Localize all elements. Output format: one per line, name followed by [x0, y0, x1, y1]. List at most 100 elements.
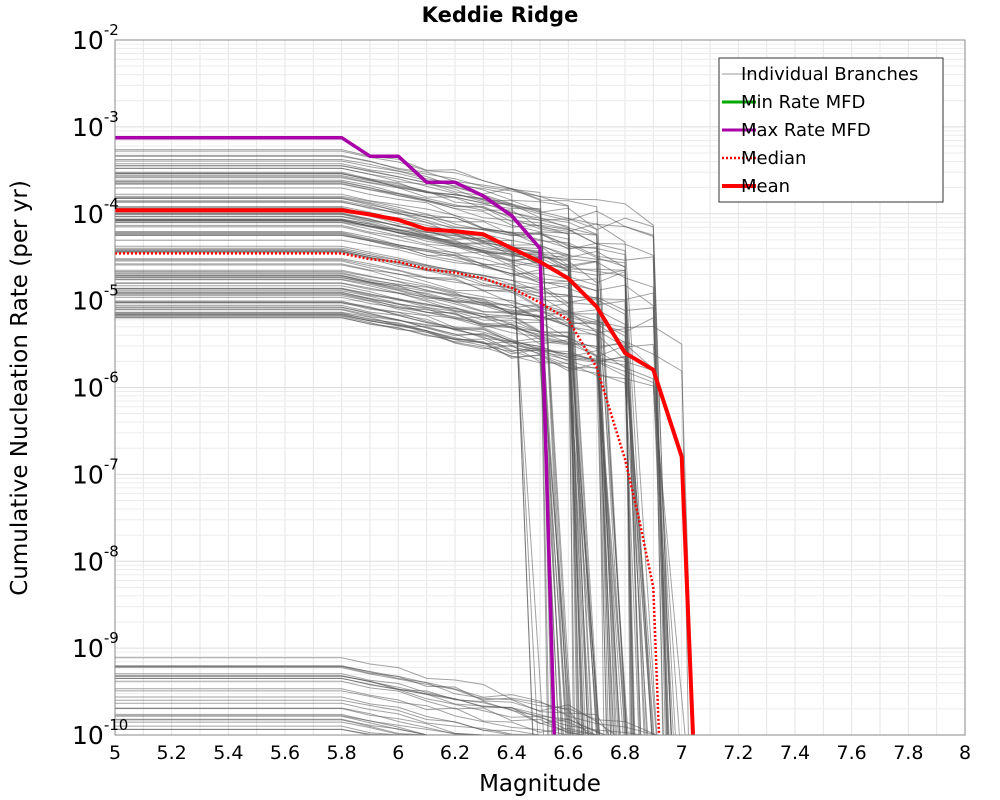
- branch-line: [115, 315, 635, 736]
- branch-line: [115, 154, 589, 736]
- branch-line: [115, 149, 668, 736]
- branch-line: [115, 201, 589, 736]
- y-tick-label: 10-6: [72, 369, 119, 403]
- branch-line: [115, 215, 597, 736]
- x-tick-label: 7.2: [723, 742, 753, 764]
- x-tick-label: 5.2: [157, 742, 187, 764]
- x-tick-label: 7.6: [837, 742, 867, 764]
- branch-line: [115, 291, 589, 736]
- series-line-median: [115, 252, 661, 736]
- branch-line: [115, 150, 567, 736]
- y-tick-label: 10-9: [72, 629, 119, 663]
- branch-line: [115, 197, 666, 736]
- branch-line: [115, 183, 631, 736]
- branch-line: [115, 165, 667, 736]
- x-tick-label: 5.6: [270, 742, 300, 764]
- branch-line: [115, 288, 560, 736]
- branch-line: [115, 680, 587, 736]
- x-tick-label: 6.8: [610, 742, 640, 764]
- x-ticks: 5 5.2 5.4 5.6 5.8 6 6.2 6.4 6.6 6.8 7 7.2 7.4 7.6 7.8 8: [109, 742, 971, 764]
- x-tick-label: 6.6: [553, 742, 583, 764]
- branch-line: [115, 219, 642, 736]
- branch-line: [115, 195, 632, 736]
- legend-box: [718, 57, 944, 203]
- branch-line: [115, 312, 674, 736]
- branch-line: [115, 234, 557, 736]
- y-axis-label: Cumulative Nucleation Rate (per yr): [7, 180, 33, 596]
- branch-line: [115, 221, 641, 736]
- x-tick-label: 6.2: [440, 742, 470, 764]
- branch-line: [115, 220, 580, 736]
- series-line-mean: [115, 208, 695, 736]
- branch-line: [115, 187, 609, 736]
- branch-line: [115, 309, 672, 736]
- branch-line: [115, 677, 584, 736]
- branch-line: [115, 302, 584, 736]
- branch-line: [115, 245, 586, 736]
- branch-line: [115, 171, 573, 736]
- x-tick-label: 5.8: [327, 742, 357, 764]
- branch-line: [115, 311, 599, 736]
- branch-line: [115, 275, 635, 736]
- branch-line: [115, 315, 564, 736]
- branch-line: [115, 688, 606, 736]
- branch-line: [115, 173, 579, 736]
- y-tick-label: 10-4: [72, 195, 119, 229]
- branch-line: [115, 673, 597, 736]
- branch-line: [115, 301, 624, 736]
- branch-line: [115, 260, 636, 736]
- branch-line: [115, 224, 581, 736]
- y-tick-label: 10-7: [72, 455, 119, 489]
- branch-line: [115, 173, 605, 736]
- branch-line: [115, 696, 592, 736]
- legend-entry: Mean: [741, 176, 790, 197]
- branch-line: [115, 176, 627, 736]
- branch-line: [115, 264, 672, 736]
- legend: Individual Branches Min Rate MFD Max Rate …: [718, 57, 944, 203]
- branch-line: [115, 293, 573, 736]
- branch-line: [115, 271, 654, 736]
- y-tick-label: 10-3: [72, 108, 119, 142]
- branch-line: [115, 247, 585, 736]
- branch-line: [115, 313, 569, 736]
- branch-line: [115, 657, 658, 736]
- branch-line: [115, 300, 560, 736]
- branch-line: [115, 167, 672, 736]
- x-tick-label: 7: [676, 742, 688, 764]
- branch-line: [115, 285, 576, 736]
- x-tick-label: 8: [959, 742, 971, 764]
- branch-line: [115, 272, 689, 736]
- branch-line: [115, 249, 570, 736]
- series-line-max-rate-mfd: [115, 135, 556, 736]
- y-ticks: 10-210-310-410-510-610-710-810-910-10: [72, 21, 128, 750]
- branch-line: [115, 159, 569, 736]
- branch-line: [115, 282, 591, 736]
- branch-line: [115, 179, 658, 736]
- chart-title: Keddie Ridge: [422, 3, 579, 27]
- branch-line: [115, 259, 567, 736]
- branch-line: [115, 263, 600, 736]
- branch-line: [115, 175, 572, 736]
- y-tick-label: 10-2: [72, 21, 119, 55]
- branch-line: [115, 306, 640, 736]
- branch-line: [115, 207, 562, 736]
- branch-line: [115, 276, 571, 736]
- branch-line: [115, 233, 598, 736]
- series-layer: [115, 135, 695, 736]
- x-tick-label: 7.8: [893, 742, 923, 764]
- x-tick-label: 6: [392, 742, 404, 764]
- x-axis-label: Magnitude: [479, 771, 601, 797]
- individual-branches: [115, 149, 694, 736]
- branch-line: [115, 666, 610, 736]
- legend-entry: Individual Branches: [741, 64, 918, 85]
- branch-line: [115, 316, 649, 736]
- branch-line: [115, 279, 676, 736]
- branch-line: [115, 172, 534, 736]
- branch-line: [115, 232, 549, 736]
- y-tick-label: 10-5: [72, 282, 119, 316]
- branch-line: [115, 290, 653, 736]
- legend-entry: Median: [741, 148, 806, 169]
- x-tick-label: 7.4: [780, 742, 810, 764]
- x-tick-label: 5: [109, 742, 121, 764]
